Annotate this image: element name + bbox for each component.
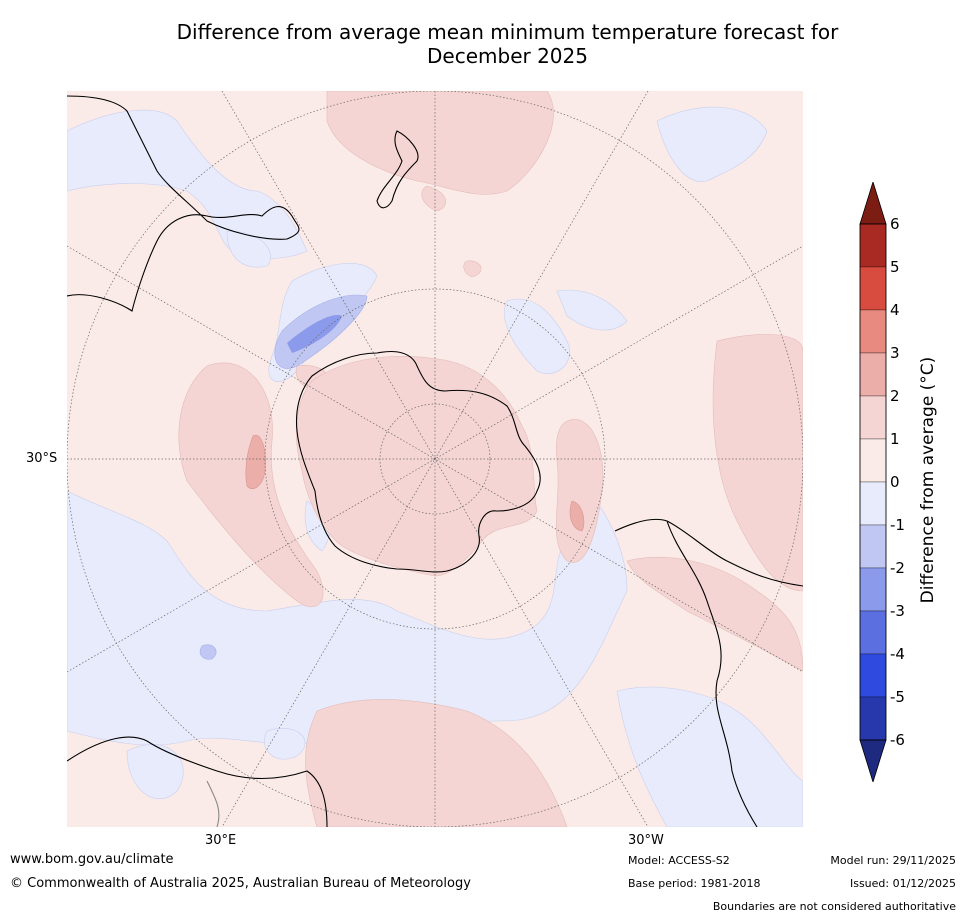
colorbar-bin: [859, 653, 887, 698]
chart-title: Difference from average mean minimum tem…: [60, 20, 955, 68]
colorbar-tick-label: 6: [890, 215, 900, 233]
colorbar-extend-bottom: [859, 739, 887, 784]
colorbar-bin: [859, 481, 887, 526]
colorbar-tick-label: 2: [890, 387, 900, 405]
australia-coast: [67, 95, 300, 312]
colorbar-tick-label: 4: [890, 301, 900, 319]
colorbar-tick-label: -6: [890, 731, 905, 749]
colorbar-tick-label: 1: [890, 430, 900, 448]
colorbar-tick-label: -1: [890, 516, 905, 534]
map-panel: [67, 91, 803, 827]
anomaly-neg3-regions: [287, 315, 342, 353]
footer-disclaimer: Boundaries are not considered authoritat…: [712, 900, 956, 913]
antarctica-coast: [295, 350, 541, 573]
label-lon-30e: 30°E: [205, 833, 237, 848]
new-zealand-coast: [376, 130, 419, 209]
colorbar-tick-label: 0: [890, 473, 900, 491]
colorbar-bin: [859, 223, 887, 268]
colorbar-bin: [859, 309, 887, 354]
colorbar-bin: [859, 352, 887, 397]
south-america-coast: [614, 518, 803, 827]
colorbar-tick-label: -3: [890, 602, 905, 620]
footer-issued: Issued: 01/12/2025: [849, 877, 956, 890]
anomaly-pos1-regions: [178, 91, 803, 827]
footer-base-period: Base period: 1981-2018: [628, 877, 761, 890]
footer-copyright: © Commonwealth of Australia 2025, Austra…: [10, 876, 471, 891]
map-svg: [67, 91, 803, 827]
colorbar-bin: [859, 438, 887, 483]
title-line-2: December 2025: [427, 44, 588, 68]
colorbar-svg: 6 5 4 3 2 1 0 -1 -2 -3 -4 -5 -6: [859, 180, 905, 784]
colorbar-bin: [859, 610, 887, 655]
label-lon-30w: 30°W: [628, 833, 664, 848]
colorbar-bin: [859, 696, 887, 741]
footer-url: www.bom.gov.au/climate: [10, 852, 174, 867]
anomaly-neg1-regions: [67, 106, 803, 827]
colorbar: 6 5 4 3 2 1 0 -1 -2 -3 -4 -5 -6: [858, 180, 918, 784]
colorbar-tick-label: -4: [890, 645, 905, 663]
graticule: [67, 91, 803, 827]
colorbar-bin: [859, 395, 887, 440]
colorbar-extend-top: [859, 180, 887, 225]
label-lat-30s: 30°S: [26, 451, 58, 466]
africa-coast: [67, 736, 328, 827]
south-africa-inner: [206, 780, 220, 827]
coastlines: [67, 95, 803, 827]
colorbar-bin: [859, 524, 887, 569]
colorbar-bin: [859, 567, 887, 612]
footer-model: Model: ACCESS-S2: [628, 854, 730, 867]
colorbar-tick-label: -2: [890, 559, 905, 577]
title-line-1: Difference from average mean minimum tem…: [176, 20, 839, 44]
colorbar-bin: [859, 266, 887, 311]
colorbar-outline: [859, 223, 887, 741]
colorbar-tick-label: 3: [890, 344, 900, 362]
anomaly-pos2-regions: [245, 434, 585, 532]
colorbar-title-text: Difference from average (°C): [918, 356, 938, 604]
colorbar-tick-label: 5: [890, 258, 900, 276]
colorbar-tick-label: -5: [890, 688, 905, 706]
footer-model-run: Model run: 29/11/2025: [830, 854, 956, 867]
